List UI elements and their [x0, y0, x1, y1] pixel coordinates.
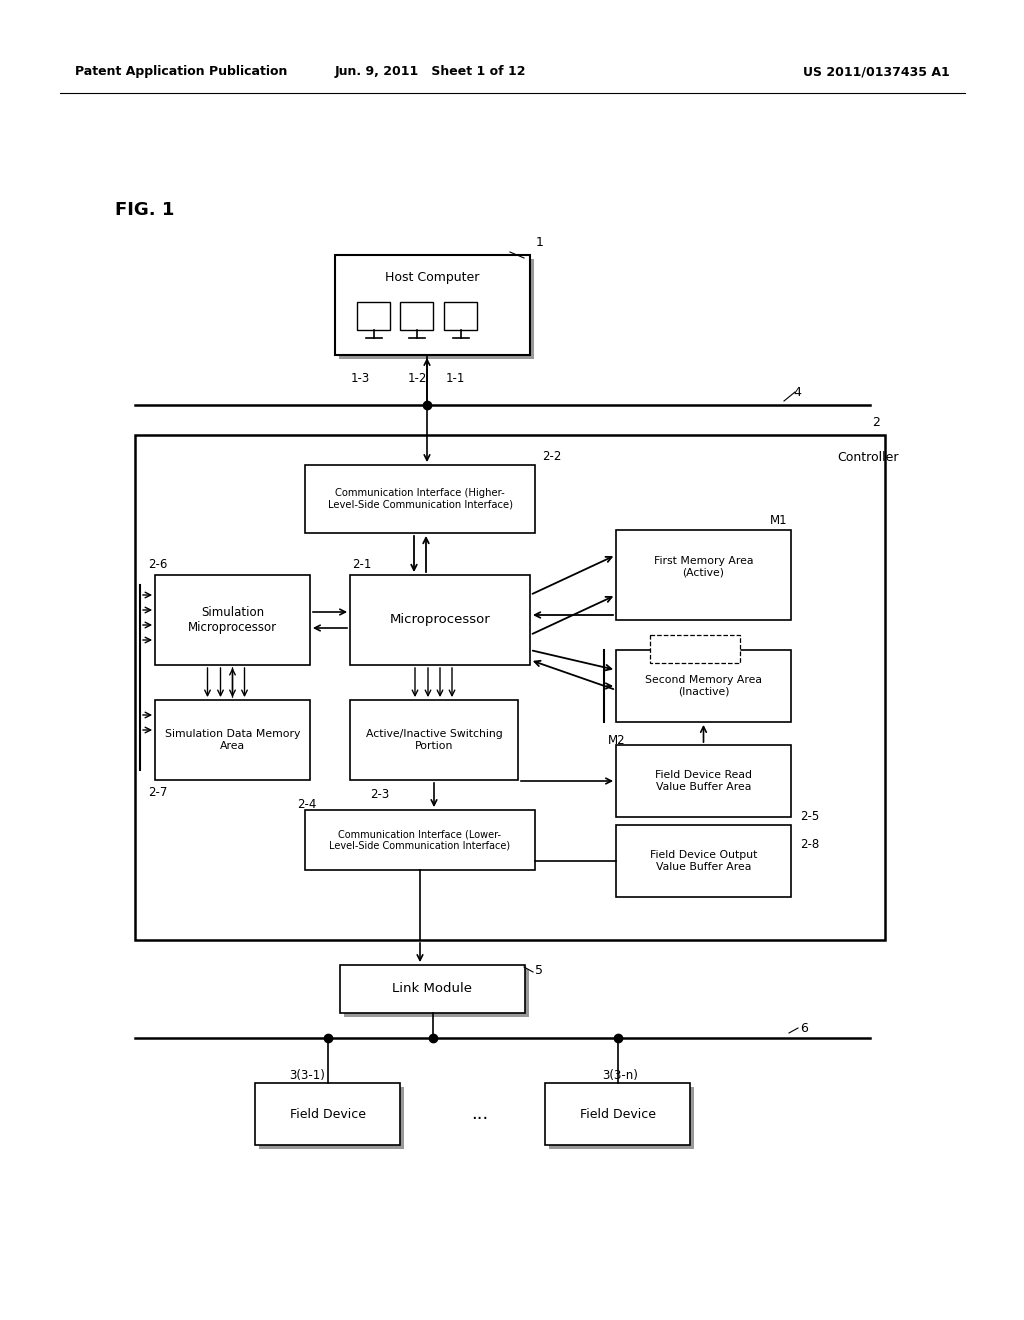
FancyBboxPatch shape: [255, 1082, 400, 1144]
Text: 2-8: 2-8: [800, 838, 819, 851]
Text: M2: M2: [608, 734, 626, 747]
Text: 1-3: 1-3: [350, 371, 370, 384]
Text: 1: 1: [536, 235, 544, 248]
FancyBboxPatch shape: [400, 302, 433, 330]
Text: 2-5: 2-5: [800, 810, 819, 824]
Text: 2: 2: [872, 416, 880, 429]
Text: Field Device: Field Device: [290, 1107, 366, 1121]
FancyBboxPatch shape: [155, 700, 310, 780]
FancyBboxPatch shape: [309, 814, 539, 874]
FancyBboxPatch shape: [135, 436, 885, 940]
FancyBboxPatch shape: [616, 649, 791, 722]
FancyBboxPatch shape: [305, 810, 535, 870]
FancyBboxPatch shape: [616, 744, 791, 817]
FancyBboxPatch shape: [309, 469, 539, 537]
FancyBboxPatch shape: [650, 635, 740, 663]
Text: S1: S1: [688, 644, 702, 653]
Text: 2-4: 2-4: [297, 797, 316, 810]
Text: Controller: Controller: [837, 451, 898, 465]
Text: 2-2: 2-2: [542, 450, 561, 463]
FancyBboxPatch shape: [620, 653, 795, 726]
Text: 2-6: 2-6: [148, 557, 167, 570]
FancyBboxPatch shape: [259, 1086, 404, 1148]
Text: Active/Inactive Switching
Portion: Active/Inactive Switching Portion: [366, 729, 503, 751]
Text: 2-3: 2-3: [370, 788, 389, 801]
Text: Communication Interface (Higher-
Level-Side Communication Interface): Communication Interface (Higher- Level-S…: [328, 488, 512, 510]
Text: Host Computer: Host Computer: [385, 271, 479, 284]
FancyBboxPatch shape: [620, 535, 795, 624]
Text: M1: M1: [770, 513, 787, 527]
FancyBboxPatch shape: [344, 969, 529, 1016]
FancyBboxPatch shape: [335, 255, 530, 355]
FancyBboxPatch shape: [305, 465, 535, 533]
FancyBboxPatch shape: [340, 965, 525, 1012]
Text: 1-2: 1-2: [408, 371, 427, 384]
Text: First Memory Area
(Active): First Memory Area (Active): [653, 556, 754, 578]
FancyBboxPatch shape: [549, 1086, 694, 1148]
FancyBboxPatch shape: [616, 825, 791, 898]
Text: Field Device Read
Value Buffer Area: Field Device Read Value Buffer Area: [655, 770, 752, 792]
Text: Simulation
Microprocessor: Simulation Microprocessor: [188, 606, 278, 634]
FancyBboxPatch shape: [354, 704, 522, 784]
Text: 4: 4: [793, 387, 801, 400]
FancyBboxPatch shape: [350, 576, 530, 665]
Text: 3(3-n): 3(3-n): [602, 1068, 638, 1081]
Text: Jun. 9, 2011   Sheet 1 of 12: Jun. 9, 2011 Sheet 1 of 12: [334, 66, 525, 78]
Text: Link Module: Link Module: [392, 982, 472, 995]
FancyBboxPatch shape: [339, 259, 534, 359]
FancyBboxPatch shape: [357, 302, 390, 330]
Text: US 2011/0137435 A1: US 2011/0137435 A1: [803, 66, 950, 78]
FancyBboxPatch shape: [444, 302, 477, 330]
FancyBboxPatch shape: [616, 531, 791, 620]
FancyBboxPatch shape: [155, 576, 310, 665]
Text: Communication Interface (Lower-
Level-Side Communication Interface): Communication Interface (Lower- Level-Si…: [330, 829, 511, 851]
Text: Field Device: Field Device: [580, 1107, 655, 1121]
Text: Second Memory Area
(Inactive): Second Memory Area (Inactive): [645, 676, 762, 697]
Text: 1-1: 1-1: [445, 371, 465, 384]
Text: 6: 6: [800, 1022, 808, 1035]
Text: 2-7: 2-7: [148, 787, 167, 800]
Text: Microprocessor: Microprocessor: [389, 614, 490, 627]
FancyBboxPatch shape: [354, 579, 534, 669]
FancyBboxPatch shape: [620, 829, 795, 902]
FancyBboxPatch shape: [159, 579, 314, 669]
FancyBboxPatch shape: [545, 1082, 690, 1144]
Text: FIG. 1: FIG. 1: [115, 201, 174, 219]
Text: Simulation Data Memory
Area: Simulation Data Memory Area: [165, 729, 300, 751]
Text: ...: ...: [471, 1105, 488, 1123]
FancyBboxPatch shape: [159, 704, 314, 784]
FancyBboxPatch shape: [350, 700, 518, 780]
Text: 3(3-1): 3(3-1): [289, 1068, 325, 1081]
Text: Field Device Output
Value Buffer Area: Field Device Output Value Buffer Area: [650, 850, 757, 871]
Text: Patent Application Publication: Patent Application Publication: [75, 66, 288, 78]
FancyBboxPatch shape: [620, 748, 795, 821]
Text: 5: 5: [535, 964, 543, 977]
Text: 2-1: 2-1: [352, 557, 372, 570]
